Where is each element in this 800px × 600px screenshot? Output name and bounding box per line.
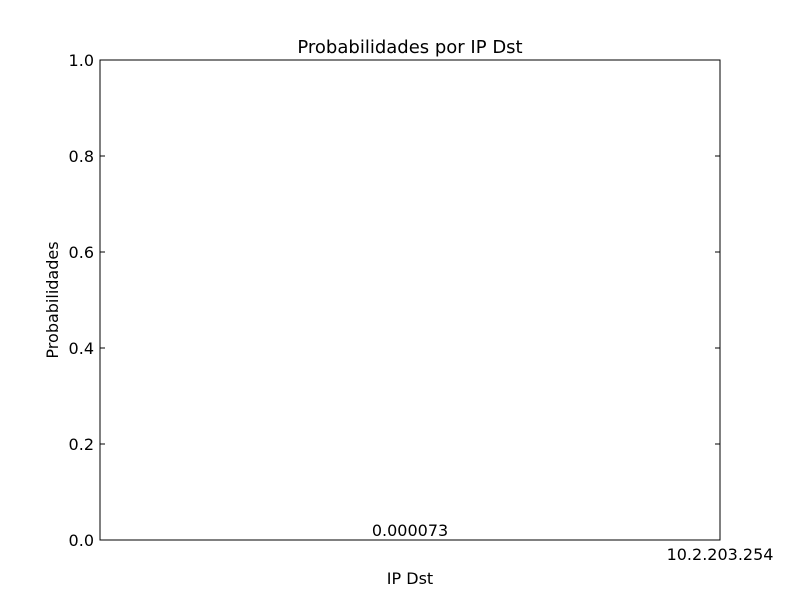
y-tick-label: 0.6 — [69, 243, 94, 262]
x-axis: 10.2.203.254 — [667, 545, 774, 564]
y-axis: 0.0 0.2 0.4 0.6 0.8 1.0 — [69, 51, 720, 550]
y-tick-label: 0.4 — [69, 339, 94, 358]
plot-frame — [99, 59, 721, 541]
y-tick-label: 0.2 — [69, 435, 94, 454]
chart-title: Probabilidades por IP Dst — [297, 37, 522, 58]
y-tick-label: 0.0 — [69, 531, 94, 550]
y-tick-label: 0.8 — [69, 147, 94, 166]
x-tick-label: 10.2.203.254 — [667, 545, 774, 564]
x-axis-label: IP Dst — [387, 569, 433, 588]
bar-data-label: 0.000073 — [372, 521, 448, 540]
y-axis-label: Probabilidades — [43, 241, 62, 358]
y-tick-label: 1.0 — [69, 51, 94, 70]
